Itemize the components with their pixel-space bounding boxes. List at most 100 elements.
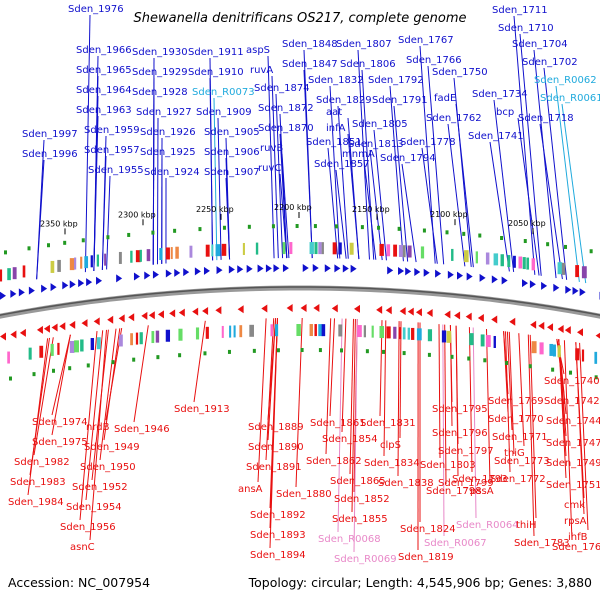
forward-gene-arrow	[466, 272, 473, 281]
cog-band-reverse	[441, 330, 447, 343]
cog-band-forward	[332, 242, 337, 255]
cog-band-forward	[90, 255, 93, 268]
reverse-gene-connector	[575, 342, 585, 515]
forward-gene-arrow	[553, 283, 560, 292]
forward-gene-label: Sden_1857	[314, 159, 370, 170]
reverse-gene-arrow	[202, 307, 209, 316]
forward-gene-label: Sden_1762	[426, 113, 482, 124]
cog-band-reverse	[309, 324, 313, 337]
forward-gene-connector	[561, 103, 587, 284]
gc-dot-outer	[271, 224, 275, 229]
reverse-gene-label: Sden_1819	[398, 552, 454, 563]
forward-gene-label: Sden_1718	[518, 113, 574, 124]
reverse-gene-arrow	[385, 306, 392, 315]
forward-gene-label: Sden_1963	[76, 105, 132, 116]
cog-band-forward	[379, 243, 384, 256]
forward-gene-arrow	[0, 291, 6, 300]
reverse-gene-arrow	[19, 328, 26, 337]
reverse-gene-connector	[265, 318, 275, 461]
cog-band-forward	[402, 245, 406, 258]
gc-dot-inner	[86, 363, 90, 368]
forward-gene-connector	[389, 85, 404, 262]
reverse-gene-connector	[438, 324, 441, 459]
forward-gene-label: Sden_1711	[492, 5, 548, 16]
reverse-gene-arrow	[0, 332, 6, 341]
forward-gene-connector	[106, 175, 111, 270]
gc-dot-inner	[483, 358, 487, 363]
forward-gene-label: ruvA	[250, 65, 273, 76]
cog-band-reverse	[549, 343, 553, 356]
gc-dot-outer	[4, 250, 7, 255]
forward-gene-connector	[275, 93, 284, 259]
cog-band-forward	[349, 242, 354, 255]
cog-band-reverse	[539, 342, 544, 355]
forward-gene-connector	[303, 69, 313, 259]
reverse-gene-connector	[295, 317, 303, 488]
reverse-gene-connector	[193, 320, 206, 403]
forward-gene-arrow	[152, 270, 159, 279]
scale-tick-label: 2100 kbp	[430, 210, 468, 219]
reverse-gene-connector	[486, 329, 491, 485]
reverse-gene-label: clpS	[380, 440, 401, 451]
gc-dot-inner	[505, 360, 509, 365]
gc-dot-inner	[9, 376, 12, 381]
forward-gene-arrow	[405, 267, 412, 276]
reverse-gene-arrow	[93, 317, 100, 326]
forward-gene-label: Sden_1910	[188, 67, 244, 78]
forward-gene-label: bcp	[496, 107, 514, 118]
reverse-gene-connector	[329, 318, 335, 417]
reverse-gene-label: Sden_1974	[32, 417, 88, 428]
gc-dot-outer	[422, 228, 426, 233]
reverse-gene-label: Sden_1795	[432, 404, 488, 415]
forward-gene-connector	[156, 117, 159, 265]
reverse-gene-label: Sden_1749	[546, 458, 600, 469]
gc-dot-inner	[450, 354, 454, 359]
gc-dot-inner	[427, 352, 431, 357]
cog-band-reverse	[155, 330, 160, 343]
forward-gene-label: Sden_1909	[196, 107, 252, 118]
gc-dot-outer	[106, 235, 110, 240]
reverse-gene-label: Sden_1798	[426, 486, 482, 497]
cog-band-reverse	[135, 332, 139, 345]
forward-gene-arrow	[282, 264, 289, 273]
cog-band-forward	[475, 251, 478, 264]
cog-band-reverse	[205, 326, 209, 339]
forward-gene-label: Sden_1766	[406, 55, 462, 66]
cog-band-reverse	[229, 325, 232, 338]
reverse-gene-label: Sden_1761	[552, 542, 600, 553]
cog-band-forward	[165, 247, 170, 260]
forward-gene-connector	[101, 155, 107, 270]
forward-gene-arrow	[228, 265, 235, 274]
gc-dot-inner	[156, 355, 160, 360]
scale-tick-label: 2200 kbp	[274, 203, 312, 212]
forward-gene-arrow	[342, 264, 349, 273]
reverse-gene-connector	[397, 321, 400, 477]
cog-band-reverse	[469, 333, 474, 346]
forward-gene-connector	[337, 105, 349, 259]
forward-gene-connector	[401, 163, 417, 263]
forward-gene-connector	[93, 115, 99, 272]
forward-gene-label: fadE	[434, 93, 456, 104]
forward-gene-label: Sden_1767	[398, 35, 454, 46]
gc-dot-outer	[360, 225, 364, 230]
forward-gene-label: Sden_1792	[368, 75, 424, 86]
reverse-gene-label: Sden_1772	[490, 474, 546, 485]
reverse-gene-connector	[325, 318, 332, 455]
cog-band-reverse	[233, 325, 236, 338]
cog-band-forward	[104, 253, 107, 266]
cog-band-forward	[255, 242, 259, 255]
forward-gene-label: Sden_1813	[348, 139, 404, 150]
cog-band-reverse	[249, 324, 254, 337]
cog-band-reverse	[446, 330, 452, 343]
cog-band-forward	[118, 251, 122, 264]
forward-gene-arrow	[194, 267, 201, 276]
gc-dot-inner	[178, 353, 182, 358]
gc-dot-outer	[295, 224, 299, 229]
gc-dot-inner	[32, 372, 36, 377]
reverse-gene-label: Sden_1834	[364, 458, 420, 469]
forward-gene-arrow	[541, 281, 548, 290]
forward-gene-label: Sden_1965	[76, 65, 132, 76]
reverse-gene-label: Sden_1797	[438, 446, 494, 457]
gc-dot-outer	[198, 227, 202, 232]
gc-dot-outer	[151, 230, 155, 235]
